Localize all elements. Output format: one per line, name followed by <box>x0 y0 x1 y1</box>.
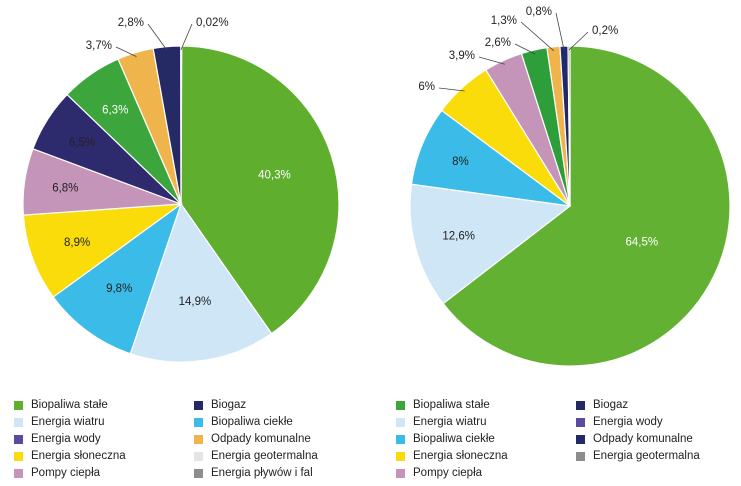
legend-1-item-8: Pompy ciepła <box>396 466 482 480</box>
legend-0-item-4: Energia wody <box>14 432 101 446</box>
legend-swatch <box>14 400 23 410</box>
pie-1-slice-0 <box>442 45 731 367</box>
legend-0-item-7: Energia geotermalna <box>194 449 318 463</box>
legend-0-item-0: Biopaliwa stałe <box>14 398 108 412</box>
legend-swatch <box>14 451 23 461</box>
legend-0-item-2: Energia wiatru <box>14 415 105 429</box>
pie-1-leader-3 <box>438 87 465 92</box>
pie-1-label-8: 0,2% <box>592 25 618 37</box>
legend-swatch <box>396 400 405 410</box>
legend-1-item-5: Odpady komunalne <box>576 432 693 446</box>
legend-label: Odpady komunalne <box>593 433 693 445</box>
pie-1-slice-1 <box>409 183 572 305</box>
pie-0-slice-3 <box>22 203 184 298</box>
legend-label: Energia wiatru <box>413 416 487 428</box>
pie-0-label-7: 3,7% <box>86 40 112 52</box>
legend-1-item-2: Energia wiatru <box>396 415 487 429</box>
legend-left: Biopaliwa stałe Biogaz Energia wiatru Biopa… <box>14 398 354 482</box>
pie-1-slice-8 <box>567 45 571 207</box>
legend-1-item-4: Biopaliwa ciekłe <box>396 432 495 446</box>
pie-1-leader-4 <box>478 56 506 65</box>
legend-1-item-6: Energia słoneczna <box>396 449 508 463</box>
legend-swatch <box>194 417 203 427</box>
legend-label: Biopaliwa stałe <box>31 399 108 411</box>
pie-0-label-3: 8,9% <box>64 237 90 249</box>
pie-1-label-2: 8% <box>452 156 469 168</box>
legend-label: Biopaliwa ciekłe <box>211 416 293 428</box>
pie-0-label-4: 6,8% <box>52 182 78 194</box>
legend-1-item-0: Biopaliwa stałe <box>396 398 490 412</box>
legend-swatch <box>194 434 203 444</box>
legend-1-item-7: Energia geotermalna <box>576 449 700 463</box>
pie-1-leader-5 <box>514 43 536 55</box>
pie-0-slice-2 <box>52 202 183 355</box>
legend-0-item-5: Odpady komunalne <box>194 432 311 446</box>
legend-label: Biopaliwa ciekłe <box>413 433 495 445</box>
legend-0-item-3: Biopaliwa ciekłe <box>194 415 293 429</box>
pie-1-leader-7 <box>555 12 565 51</box>
legend-0-item-8: Pompy ciepła <box>14 466 100 480</box>
pie-1-label-0: 64,5% <box>625 236 658 248</box>
pie-0-slice-1 <box>129 202 273 363</box>
pie-1-label-4: 3,9% <box>449 50 475 62</box>
legend-0-item-1: Biogaz <box>194 398 246 412</box>
pie-0-label-8: 2,8% <box>118 17 144 29</box>
legend-label: Energia geotermalna <box>211 450 318 462</box>
legend-swatch <box>194 451 203 461</box>
legend-swatch <box>194 468 203 478</box>
legend-label: Pompy ciepła <box>31 467 101 479</box>
legend-1-item-1: Biogaz <box>576 398 628 412</box>
pie-0-slice-9 <box>180 45 183 205</box>
legend-swatch <box>396 417 405 427</box>
legend-swatch <box>396 434 405 444</box>
pie-0-label-2: 9,8% <box>106 283 132 295</box>
legend-swatch <box>194 400 203 410</box>
legend-label: Energia pływów i fal <box>211 467 313 479</box>
pie-0-slice-0 <box>180 45 340 335</box>
legend-label: Energia wiatru <box>31 416 105 428</box>
pie-1-label-7: 0,8% <box>526 6 552 18</box>
legend-swatch <box>396 451 405 461</box>
pie-0-label-6: 6,3% <box>102 104 128 116</box>
legend-label: Energia słoneczna <box>31 450 126 462</box>
pie-1-label-5: 2,6% <box>485 37 511 49</box>
pie-1-label-3: 6% <box>418 81 435 93</box>
legend-label: Energia wody <box>31 433 101 445</box>
legend-swatch <box>576 434 585 444</box>
legend-label: Odpady komunalne <box>211 433 311 445</box>
pie-charts: 40,3% 14,9% 9,8% 8,9% 6,8% 6,5% 6,3% 3,7% 2,8% 0,… <box>22 6 731 367</box>
pie-0-leader-8 <box>147 23 168 51</box>
pie-0-label-1: 14,9% <box>179 296 212 308</box>
legend-label: Energia geotermalna <box>593 450 700 462</box>
pie-1-leader-8 <box>568 31 589 51</box>
pie-0-leader-7 <box>115 46 137 57</box>
legend-1-item-3: Energia wody <box>576 415 663 429</box>
legend-swatch <box>14 417 23 427</box>
legend-label: Biogaz <box>593 399 629 411</box>
pie-1-label-1: 12,6% <box>442 231 475 243</box>
legend-label: Biopaliwa stałe <box>413 399 490 411</box>
pie-0-label-5: 6,5% <box>69 137 95 149</box>
pie-0-leader-9 <box>180 23 193 51</box>
legend-swatch <box>396 468 405 478</box>
legend-right: Biopaliwa stałe Biogaz Energia wiatru Energ… <box>396 398 736 482</box>
legend-swatch <box>14 468 23 478</box>
pie-1-leader-6 <box>520 21 555 52</box>
pie-1: 64,5% 12,6% 8% 6% 3,9% 2,6% 1,3% 0,8% 0,2% <box>409 6 731 367</box>
legend-label: Energia wody <box>593 416 663 428</box>
legend-swatch <box>576 400 585 410</box>
legend-label: Biogaz <box>211 399 247 411</box>
pie-1-label-6: 1,3% <box>491 15 517 27</box>
legend-swatch <box>576 417 585 427</box>
pie-0-label-0: 40,3% <box>258 170 291 182</box>
pie-0-label-9: 0,02% <box>196 17 229 29</box>
legend-0-item-9: Energia pływów i fal <box>194 466 313 480</box>
legend-0-item-6: Energia słoneczna <box>14 449 126 463</box>
pie-0: 40,3% 14,9% 9,8% 8,9% 6,8% 6,5% 6,3% 3,7% 2,8% 0,… <box>22 17 340 363</box>
legend-label: Energia słoneczna <box>413 450 508 462</box>
legend-label: Pompy ciepła <box>413 467 483 479</box>
legend-swatch <box>14 434 23 444</box>
legend-swatch <box>576 451 585 461</box>
